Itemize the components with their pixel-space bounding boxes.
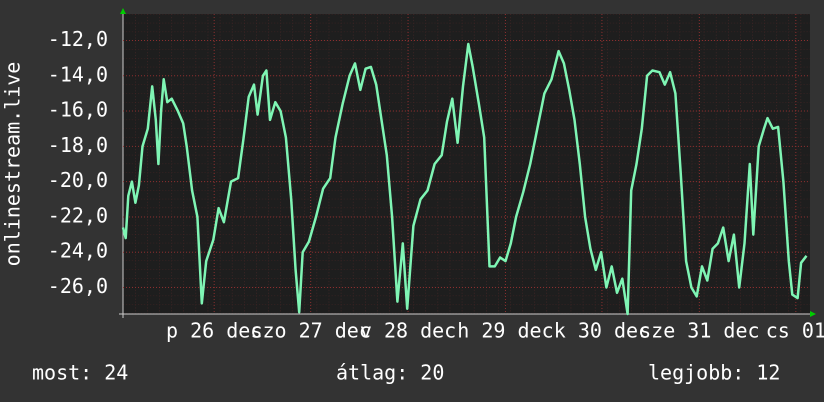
y-tick-label: -16,0 — [48, 98, 108, 122]
x-tick-label: p 26 dec — [166, 319, 262, 343]
x-tick-label: cs 01 — [766, 319, 824, 343]
y-tick-label: -26,0 — [48, 274, 108, 298]
footer-average: átlag: 20 — [336, 361, 444, 385]
x-tick-label: k 30 dec — [554, 319, 650, 343]
y-arrow — [120, 8, 126, 14]
footer-best: legjobb: 12 — [648, 361, 780, 385]
y-tick-label: -14,0 — [48, 62, 108, 86]
x-tick-label: szo 27 dec — [250, 319, 370, 343]
x-tick-label: v 28 dec — [360, 319, 456, 343]
x-tick-label: h 29 dec — [457, 319, 553, 343]
x-arrow — [810, 311, 816, 317]
x-tick-label: sze 31 dec — [639, 319, 759, 343]
y-tick-label: -24,0 — [48, 239, 108, 263]
data-line — [121, 42, 808, 316]
footer-current: most: 24 — [32, 361, 128, 385]
y-tick-label: -12,0 — [48, 27, 108, 51]
y-tick-label: -22,0 — [48, 203, 108, 227]
y-tick-label: -20,0 — [48, 168, 108, 192]
y-tick-label: -18,0 — [48, 133, 108, 157]
y-axis-label: onlinestream.live — [1, 62, 25, 267]
